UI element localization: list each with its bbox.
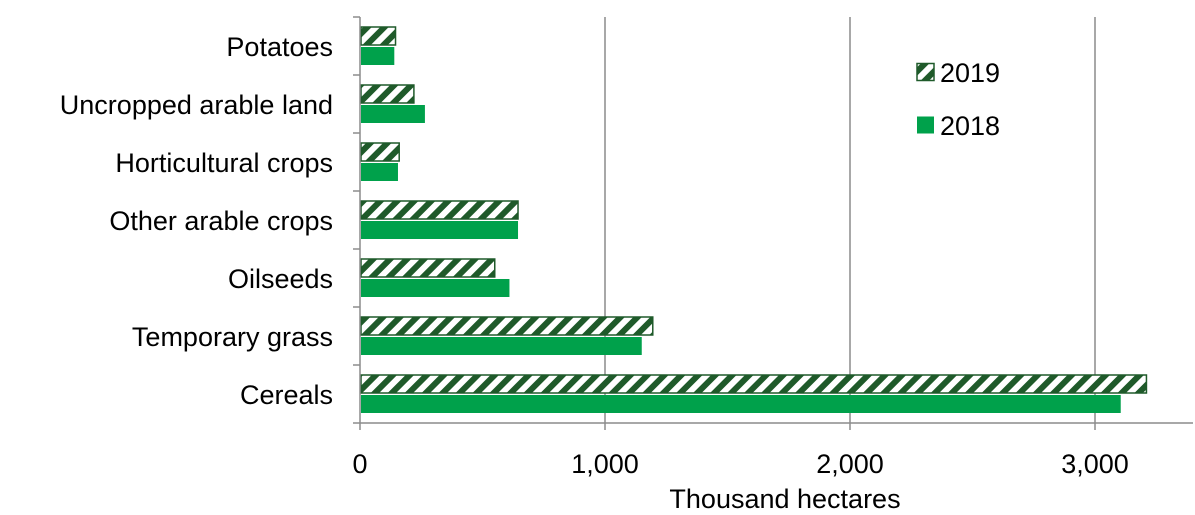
legend: 2019 2018 — [916, 58, 1000, 141]
bar-2018-cereals — [361, 395, 1121, 413]
category-label: Temporary grass — [132, 322, 333, 352]
legend-swatch-2019 — [916, 62, 935, 82]
bar-2019-temporary-grass — [360, 316, 654, 336]
category-label: Horticultural crops — [115, 148, 333, 178]
category-label: Uncropped arable land — [60, 90, 333, 120]
bar-2018-temporary-grass — [361, 337, 642, 355]
category-label: Oilseeds — [228, 264, 333, 294]
bar-2018-potatoes — [361, 47, 395, 65]
bar-2019-other-arable-crops — [360, 200, 519, 220]
legend-swatch-2018 — [917, 116, 934, 134]
bar-2018-other-arable-crops — [361, 221, 519, 239]
bar-2018-horticultural-crops — [361, 163, 398, 181]
bars — [360, 26, 1148, 413]
category-label: Cereals — [240, 380, 333, 410]
category-label: Potatoes — [226, 32, 333, 62]
bar-2019-oilseeds — [360, 258, 496, 278]
category-label: Other arable crops — [109, 206, 333, 236]
bar-2019-horticultural-crops — [360, 142, 400, 162]
x-tick-label: 0 — [352, 449, 367, 479]
legend-label-2018: 2018 — [940, 111, 1000, 141]
category-labels: Potatoes Uncropped arable land Horticultur… — [60, 32, 333, 410]
bar-2018-uncropped-arable-land — [361, 105, 425, 123]
bar-2019-potatoes — [360, 26, 397, 46]
bar-2018-oilseeds — [361, 279, 510, 297]
legend-label-2019: 2019 — [940, 58, 1000, 88]
bar-2019-uncropped-arable-land — [360, 84, 415, 104]
bar-2019-cereals — [360, 374, 1148, 394]
x-axis-title: Thousand hectares — [669, 484, 900, 514]
x-tick-label: 2,000 — [816, 449, 884, 479]
axes — [353, 16, 1193, 430]
x-tick-labels: 0 1,000 2,000 3,000 — [352, 449, 1128, 479]
gridlines — [604, 17, 1096, 423]
x-tick-label: 3,000 — [1061, 449, 1129, 479]
x-tick-label: 1,000 — [571, 449, 639, 479]
